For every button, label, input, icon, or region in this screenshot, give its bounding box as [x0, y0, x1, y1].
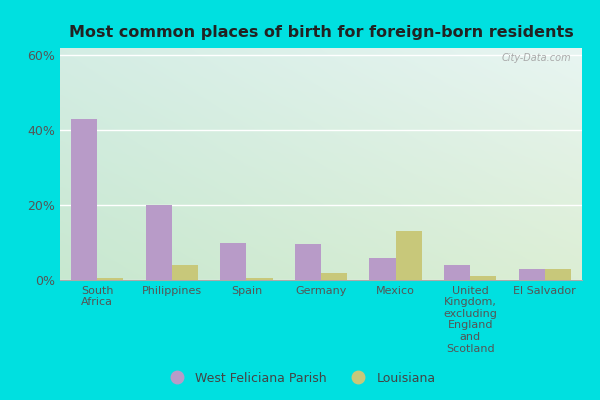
Bar	[395, 231, 422, 280]
Title: Most common places of birth for foreign-born residents: Most common places of birth for foreign-…	[68, 25, 574, 40]
Bar	[370, 258, 395, 280]
Bar	[220, 242, 247, 280]
Bar	[247, 278, 272, 280]
Bar	[97, 278, 124, 280]
Bar	[172, 265, 198, 280]
Bar	[470, 276, 496, 280]
Bar	[295, 244, 321, 280]
Bar	[71, 119, 97, 280]
Bar	[518, 269, 545, 280]
Bar	[444, 265, 470, 280]
Bar	[321, 272, 347, 280]
Legend: West Feliciana Parish, Louisiana: West Feliciana Parish, Louisiana	[159, 367, 441, 390]
Bar	[146, 205, 172, 280]
Bar	[545, 269, 571, 280]
Text: City-Data.com: City-Data.com	[502, 53, 572, 63]
